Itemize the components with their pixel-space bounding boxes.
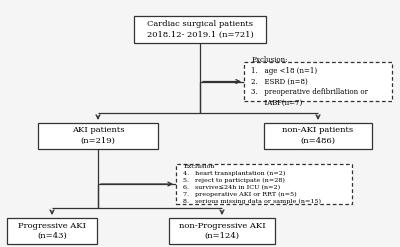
Text: AKI patients
(n=219): AKI patients (n=219)	[72, 126, 124, 145]
Text: non-Progressive AKI
(n=124): non-Progressive AKI (n=124)	[179, 222, 265, 240]
Text: Cardiac surgical patients
2018.12- 2019.1 (n=721): Cardiac surgical patients 2018.12- 2019.…	[147, 20, 253, 39]
FancyBboxPatch shape	[38, 123, 158, 149]
Text: non-AKI patients
(n=486): non-AKI patients (n=486)	[282, 126, 354, 145]
FancyBboxPatch shape	[176, 164, 352, 205]
Text: Exclusion
4.   heart transplantation (n=2)
5.   reject to participate (n=28)
6. : Exclusion 4. heart transplantation (n=2)…	[183, 164, 321, 204]
FancyBboxPatch shape	[169, 218, 275, 244]
Text: Progressive AKI
(n=43): Progressive AKI (n=43)	[18, 222, 86, 240]
FancyBboxPatch shape	[244, 62, 392, 101]
FancyBboxPatch shape	[7, 218, 97, 244]
Text: Exclusion:
1.   age <18 (n=1)
2.   ESRD (n=8)
3.   preoperative defibrillation o: Exclusion: 1. age <18 (n=1) 2. ESRD (n=8…	[251, 56, 368, 107]
FancyBboxPatch shape	[264, 123, 372, 149]
FancyBboxPatch shape	[134, 16, 266, 43]
